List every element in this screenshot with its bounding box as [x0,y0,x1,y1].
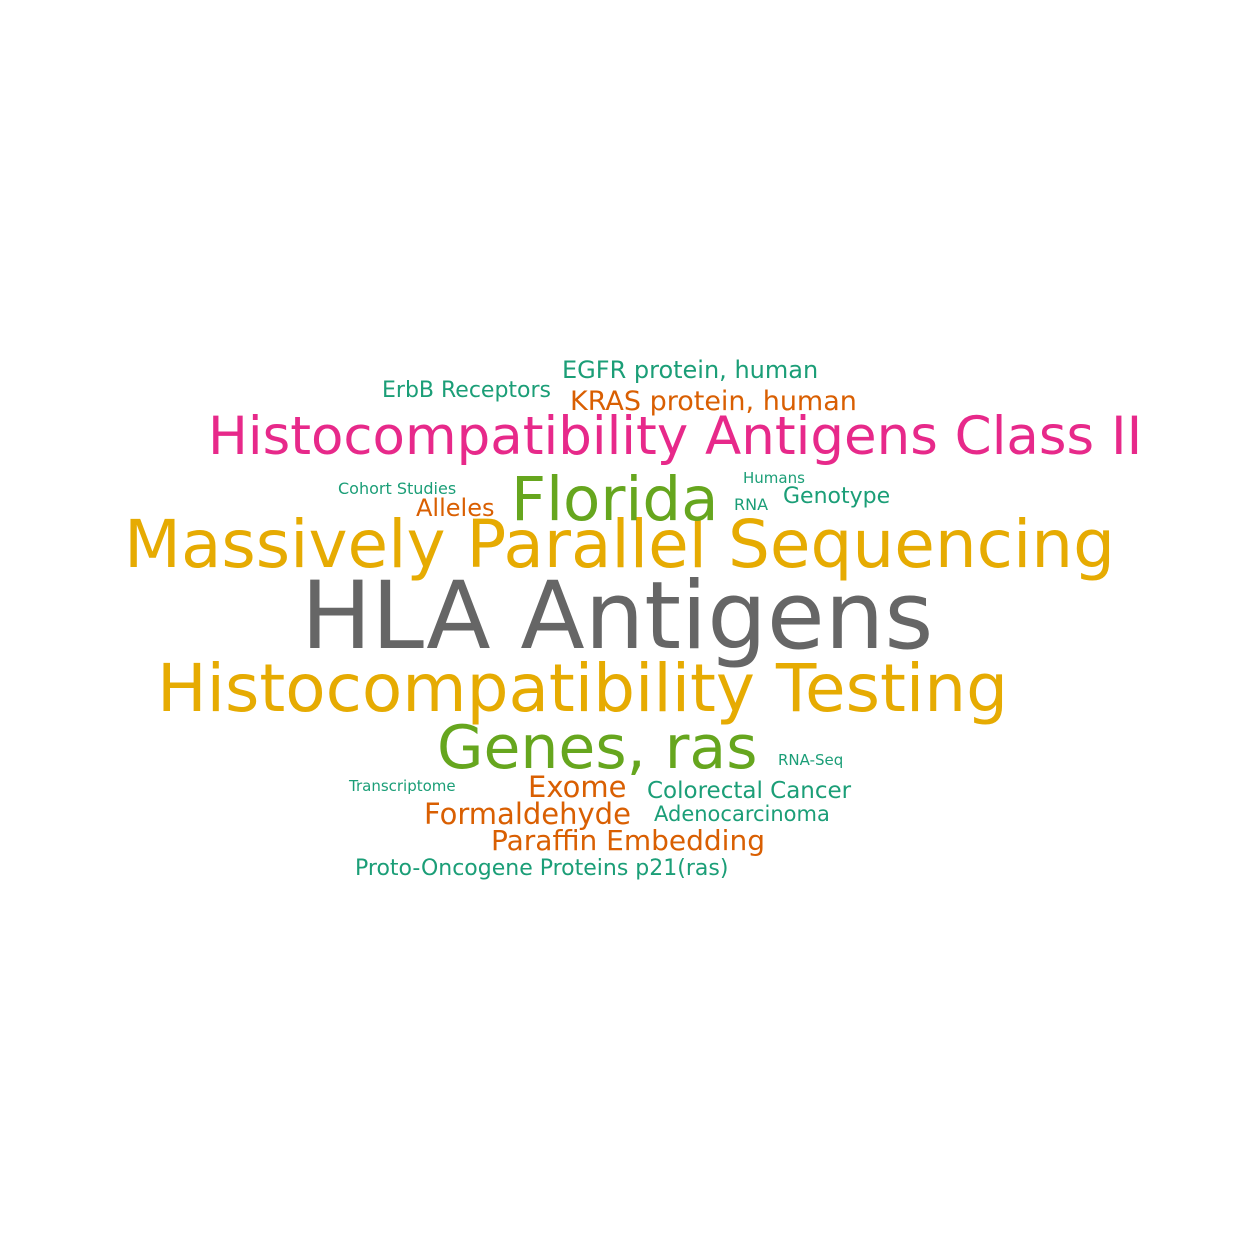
word-proto-oncogene-proteins-p21-ras: Proto-Oncogene Proteins p21(ras) [355,856,729,881]
word-genotype: Genotype [783,484,891,509]
word-rna: RNA [734,495,769,514]
word-alleles: Alleles [416,494,495,522]
word-colorectal-cancer: Colorectal Cancer [647,778,852,804]
word-exome: Exome [528,770,627,804]
word-egfr-protein-human: EGFR protein, human [562,356,819,384]
word-kras-protein-human: KRAS protein, human [570,386,857,417]
word-hla-antigens: HLA Antigens [301,562,934,671]
word-florida: Florida [511,464,719,535]
word-adenocarcinoma: Adenocarcinoma [654,802,830,826]
word-paraffin-embedding: Paraffin Embedding [491,824,765,857]
word-formaldehyde: Formaldehyde [424,797,631,831]
word-transcriptome: Transcriptome [349,777,456,795]
word-histocompatibility-testing: Histocompatibility Testing [157,650,1008,727]
word-massively-parallel-sequencing: Massively Parallel Sequencing [124,506,1115,583]
word-genes-ras: Genes, ras [437,713,758,783]
word-cohort-studies: Cohort Studies [338,479,457,498]
word-humans: Humans [743,469,805,487]
word-erbb-receptors: ErbB Receptors [382,378,552,403]
word-rna-seq: RNA-Seq [778,751,844,769]
word-histocompatibility-antigens-class-ii: Histocompatibility Antigens Class II [208,406,1143,467]
